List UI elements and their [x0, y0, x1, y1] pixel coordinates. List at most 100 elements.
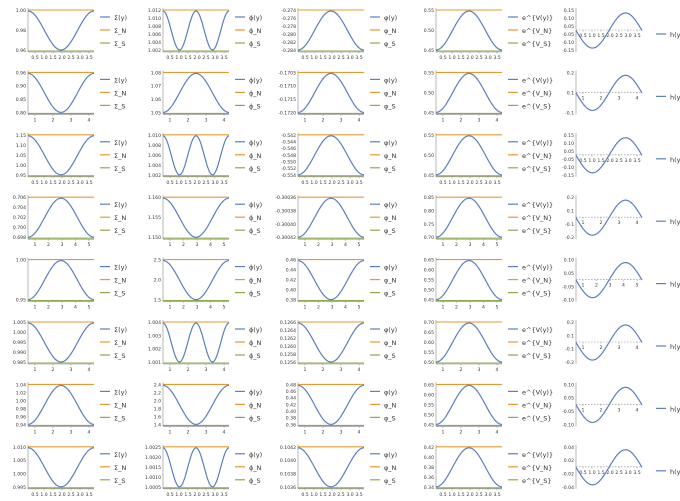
y-tick-label: 1.000: [13, 330, 26, 336]
y-tick-label: -0.554: [281, 173, 296, 179]
y-tick-label: 0.55: [424, 350, 434, 356]
legend-label: ϕ(y): [249, 139, 262, 147]
x-tick-label: 2: [595, 283, 598, 289]
x-tick-label: 3: [618, 345, 621, 351]
legend-label: e^{V(y)}: [522, 388, 553, 396]
x-tick-label: 2: [460, 367, 463, 373]
y-tick-label: 1.012: [148, 8, 161, 14]
y-tick-label: -0.2: [565, 360, 574, 366]
y-tick-label: 0.04: [564, 445, 574, 451]
legend-label: ϕ_N: [249, 152, 262, 160]
series-line: [575, 12, 643, 49]
x-tick-label: 2: [600, 220, 603, 226]
y-tick-label: -0.1705: [278, 70, 296, 76]
y-tick-label: 1.002: [148, 173, 161, 179]
y-tick-label: 1.00: [16, 398, 26, 404]
x-tick-label: 4: [223, 117, 226, 123]
y-tick-label: 0.10: [564, 258, 574, 264]
legend-label: e^{V_N}: [522, 152, 552, 160]
x-tick-label: 1.0: [40, 180, 47, 186]
x-tick-label: 3.0: [484, 492, 491, 498]
y-tick-label: -0.10: [562, 422, 574, 428]
y-tick-label: 0.44: [286, 268, 296, 274]
y-tick-label: 1.0015: [145, 465, 161, 471]
y-tick-label: 0.10: [564, 16, 574, 22]
x-tick-label: 1: [169, 305, 172, 311]
x-tick-label: 3.0: [484, 55, 491, 61]
legend-label: φ_S: [384, 352, 396, 360]
y-tick-label: 0.96: [16, 48, 26, 54]
x-tick-label: 1: [304, 305, 307, 311]
y-tick-label: 1.02: [16, 390, 26, 396]
legend-label: φ_N: [384, 464, 397, 472]
x-tick-label: 0.5: [301, 180, 308, 186]
y-tick-label: 1.004: [148, 320, 161, 326]
x-tick-label: 2: [460, 117, 463, 123]
y-tick-label: -0.02: [562, 471, 574, 477]
x-tick-label: 1.0: [448, 492, 455, 498]
x-tick-label: 3.0: [76, 492, 83, 498]
y-tick-label: 0.55: [424, 133, 434, 139]
legend-label: ϕ_S: [249, 40, 261, 48]
y-tick-label: 2.0: [154, 278, 161, 284]
x-tick-label: 3.0: [346, 180, 353, 186]
x-tick-label: 4: [88, 367, 91, 373]
x-tick-label: 3.5: [633, 158, 640, 164]
y-tick-label: -0.274: [281, 8, 296, 14]
legend-label: φ(y): [384, 201, 397, 209]
legend-label: Σ(y): [114, 388, 127, 396]
x-tick-label: 1: [582, 407, 585, 413]
x-tick-label: 1.0: [588, 470, 595, 476]
legend-label: φ_N: [384, 339, 397, 347]
legend-label: ϕ_S: [249, 477, 261, 485]
y-tick-label: 0.50: [424, 28, 434, 34]
legend-label: φ_S: [384, 290, 396, 298]
x-tick-label: 2: [460, 429, 463, 435]
y-tick-label: 0.45: [424, 173, 434, 179]
y-tick-label: 0.85: [424, 195, 434, 201]
subplot-r3-c4: 0.55 0.50 0.45 0.5 1.0 1.5 2.0 2.5 3.0 3.5 e^{V(y)…: [424, 132, 553, 186]
x-tick-label: 4: [223, 429, 226, 435]
x-tick-label: 1.5: [184, 180, 191, 186]
y-tick-label: 0.1: [567, 209, 574, 215]
x-tick-label: 0.5: [301, 55, 308, 61]
legend-label: Σ(y): [114, 264, 127, 272]
y-tick-label: 0.50: [424, 360, 434, 366]
x-tick-label: 1: [34, 429, 37, 435]
y-tick-label: 0.45: [424, 48, 434, 54]
y-tick-label: 0.98: [16, 28, 26, 34]
series-line: [297, 447, 365, 488]
x-tick-label: 1.5: [319, 492, 326, 498]
subplot-r2-c5: 0.2 0.1 -0.1 1 2 3 4 h(y): [565, 70, 680, 116]
x-tick-label: 2.0: [193, 180, 200, 186]
series-line: [27, 447, 95, 488]
legend-label: e^{V_N}: [522, 89, 552, 97]
subplot-r1-c1: 1.00 0.98 0.96 0.5 1.0 1.5 2.0 2.5 3.0 3.5 Σ(y) Σ_N…: [16, 8, 127, 61]
x-tick-label: 4: [344, 305, 347, 311]
legend-label: ϕ_N: [249, 339, 262, 347]
legend-label: h(y): [670, 218, 680, 226]
series-line: [575, 449, 643, 486]
legend-label: h(y): [670, 405, 680, 413]
x-tick-label: 0.5: [439, 180, 446, 186]
y-tick-label: 0.2: [567, 70, 574, 76]
x-tick-label: 2.5: [615, 158, 622, 164]
legend-label: φ_N: [384, 152, 397, 160]
y-tick-label: 0.70: [424, 235, 434, 241]
x-tick-label: 3: [478, 367, 481, 373]
x-tick-label: 2.5: [615, 470, 622, 476]
x-tick-label: 2.0: [193, 55, 200, 61]
x-tick-label: 1.0: [588, 33, 595, 39]
x-tick-label: 4: [88, 429, 91, 435]
y-tick-label: 1.005: [13, 458, 26, 464]
x-tick-label: 5: [88, 242, 91, 248]
y-tick-label: 0.96: [16, 70, 26, 76]
x-tick-label: 1.0: [175, 492, 182, 498]
series-line: [162, 135, 230, 176]
y-tick-label: 1.4: [154, 422, 161, 428]
x-tick-label: 3.5: [355, 180, 362, 186]
legend-label: ϕ(y): [249, 76, 262, 84]
y-tick-label: 1.0010: [145, 475, 161, 481]
y-tick-label: 0.2: [567, 320, 574, 326]
legend-label: φ_N: [384, 27, 397, 35]
